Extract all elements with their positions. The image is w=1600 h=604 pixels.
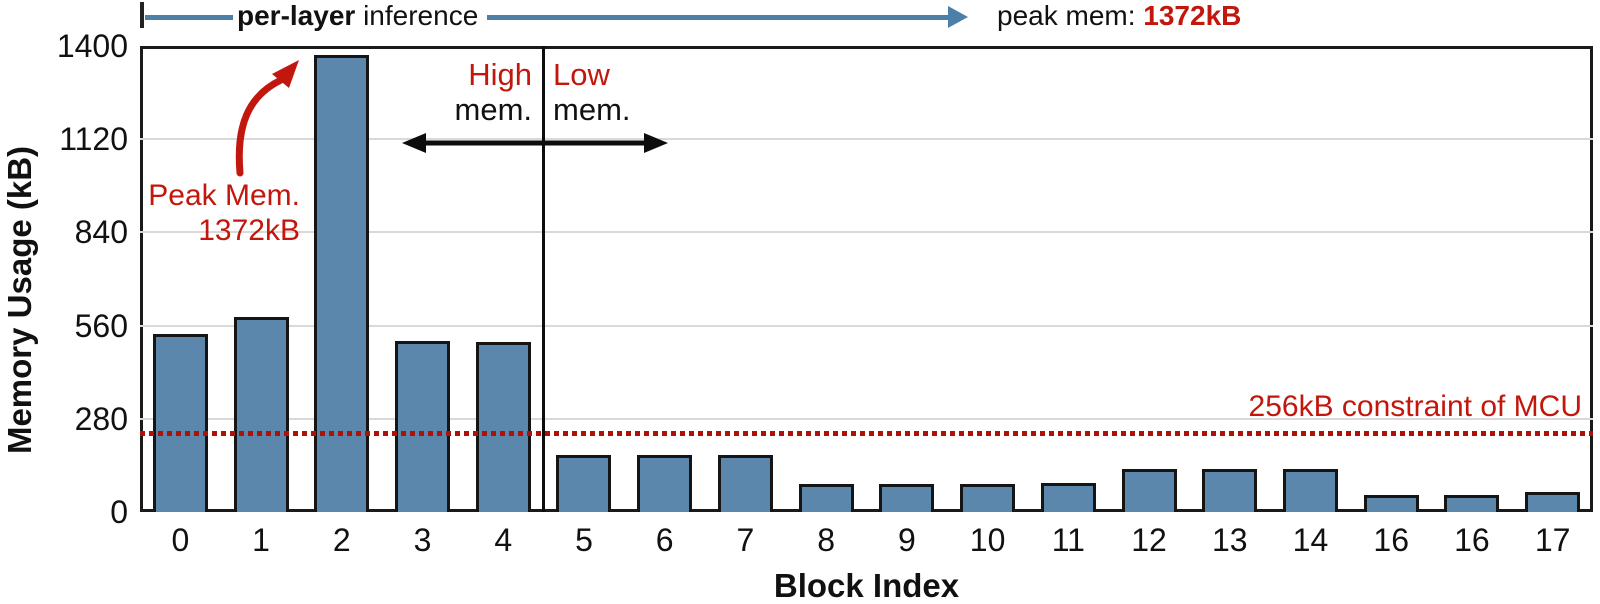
mcu-constraint-line	[140, 430, 1593, 436]
inference-text: inference	[355, 0, 479, 31]
low-mem-label-line2: mem.	[553, 92, 631, 127]
bar-block-12	[1121, 469, 1177, 512]
peak-mem-header-label: peak mem:	[997, 0, 1144, 31]
x-tick-label-17: 17	[1534, 522, 1571, 558]
peak-mem-annotation-line2: 1372kB	[198, 214, 300, 247]
peak-mem-header-value: 1372kB	[1143, 0, 1242, 31]
plot-area: High mem. Low mem. Peak Mem. 1372kB 256k…	[140, 46, 1593, 512]
gridline	[140, 138, 1593, 141]
x-tick-label-3: 3	[413, 522, 432, 558]
bar-block-16	[1363, 495, 1419, 512]
x-tick-label-7: 7	[736, 522, 755, 558]
x-tick-label-16: 16	[1454, 522, 1490, 558]
per-layer-bold-text: per-layer	[237, 0, 356, 31]
y-tick-label-0: 0	[110, 494, 128, 530]
y-tick-label-840: 840	[74, 214, 128, 251]
bar-block-1	[233, 317, 289, 512]
bar-block-2	[314, 55, 370, 512]
high-mem-label-line2: mem.	[454, 92, 533, 127]
high-mem-range-arrow-icon	[402, 133, 544, 153]
bar-block-14	[1282, 469, 1338, 512]
x-tick-label-6: 6	[655, 522, 674, 558]
x-tick-label-1: 1	[252, 522, 270, 558]
high-low-divider-line	[542, 46, 546, 512]
bar-block-10	[960, 484, 1016, 512]
x-tick-label-8: 8	[817, 522, 836, 558]
x-tick-label-4: 4	[494, 522, 513, 558]
x-tick-label-0: 0	[171, 522, 190, 558]
high-mem-label: High mem.	[455, 57, 533, 127]
x-tick-label-5: 5	[575, 522, 593, 558]
x-tick-label-10: 10	[969, 522, 1006, 558]
bar-block-4	[475, 342, 531, 512]
x-tick-label-14: 14	[1292, 522, 1329, 558]
x-tick-label-11: 11	[1051, 522, 1085, 558]
low-mem-label-line1: Low	[553, 57, 610, 92]
x-axis-title: Block Index	[773, 567, 960, 604]
bar-block-6	[637, 455, 693, 512]
x-axis-tick-labels: 0 1 2 3 4 5 6 7 8 9 10 11 12 13 14 16 16 17	[140, 522, 1593, 562]
bracket-start-tick	[140, 2, 144, 28]
constraint-label: 256kB constraint of MCU	[1248, 390, 1582, 423]
y-tick-label-280: 280	[74, 400, 128, 437]
x-tick-label-9: 9	[897, 522, 916, 558]
bar-block-16	[1444, 495, 1500, 512]
x-tick-label-15: 16	[1373, 522, 1409, 558]
bar-block-8	[798, 484, 854, 512]
bar-block-17	[1525, 492, 1581, 512]
y-axis-tick-labels: 0 280 560 840 1120 1400	[0, 30, 128, 528]
bar-block-7	[717, 455, 773, 512]
bar-block-0	[152, 334, 208, 512]
bracket-arrowhead-icon	[948, 6, 968, 28]
gridline	[140, 417, 1593, 420]
bar-block-9	[879, 484, 935, 512]
bracket-line-left	[145, 15, 233, 20]
bracket-line-right	[487, 15, 949, 20]
y-tick-label-1400: 1400	[56, 28, 128, 64]
peak-mem-header: peak mem: 1372kB	[997, 1, 1241, 31]
low-mem-range-arrow-icon	[544, 133, 668, 153]
plot-inner: High mem. Low mem. Peak Mem. 1372kB 256k…	[140, 46, 1593, 512]
y-tick-label-1120: 1120	[59, 121, 128, 158]
high-mem-label-line1: High	[468, 57, 532, 92]
bar-block-3	[395, 341, 451, 512]
gridline	[140, 324, 1593, 327]
gridline	[140, 231, 1593, 234]
bar-block-11	[1040, 483, 1096, 512]
x-tick-label-12: 12	[1131, 522, 1167, 558]
x-tick-label-13: 13	[1211, 522, 1248, 558]
peak-mem-arrow-icon	[235, 60, 299, 177]
bar-block-13	[1202, 469, 1258, 512]
y-tick-label-560: 560	[74, 307, 128, 344]
low-mem-label: Low mem.	[553, 57, 631, 127]
x-tick-label-2: 2	[332, 522, 351, 558]
peak-mem-annotation-line1: Peak Mem.	[148, 179, 300, 212]
bar-block-5	[556, 455, 612, 512]
per-layer-inference-label: per-layer inference	[237, 1, 478, 31]
peak-mem-annotation: Peak Mem. 1372kB	[148, 178, 300, 248]
